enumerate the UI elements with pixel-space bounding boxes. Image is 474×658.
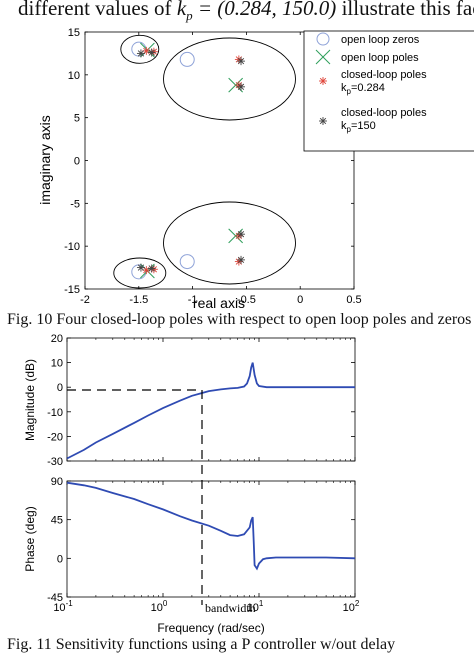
mag-y-tick-label: -30: [47, 456, 63, 468]
legend-star-dark: [319, 117, 327, 125]
intro-text: different values of kp = (0.284, 150.0) …: [18, 0, 474, 24]
phase-y-tick-label: 90: [51, 476, 63, 488]
phase-y-tick-label: 45: [51, 515, 63, 527]
x-tick-label: 0: [297, 294, 303, 306]
x-axis-label: real axis: [193, 295, 245, 311]
phase-y-tick-label: -45: [47, 592, 63, 604]
closed-loop-pole-marker: [237, 57, 246, 66]
closed-loop-pole-marker: [147, 264, 156, 273]
legend-zero-marker: [316, 32, 330, 46]
cluster-ellipse-top-right: [163, 37, 296, 121]
x-tick-label: -1: [188, 294, 198, 306]
legend: open loop zeros open loop poles closed-l…: [303, 30, 474, 152]
closed-loop-pole-marker: [237, 255, 246, 264]
y-tick-label: 10: [68, 70, 80, 82]
phase-y-tick-label: 0: [57, 553, 63, 565]
cluster-ellipse-bottom-right: [163, 201, 296, 285]
x-tick-label: 100: [151, 599, 168, 614]
mag-y-tick-label: -10: [47, 407, 63, 419]
mag-y-tick-label: 0: [57, 382, 63, 394]
legend-cl-150-marker: [319, 117, 327, 125]
closed-loop-pole-marker: [147, 48, 156, 57]
y-tick-label: 15: [68, 27, 80, 39]
legend-poles-label: open loop poles: [341, 52, 419, 64]
open-loop-zero-marker: [179, 254, 195, 270]
phase-curve: [66, 481, 356, 571]
legend-pole-marker: [315, 49, 331, 65]
y-tick-label: -5: [70, 198, 80, 210]
x-tick-label: 102: [343, 599, 360, 614]
x-tick-label: 10-1: [53, 599, 73, 614]
bandwidth-label: bandwidth: [205, 601, 256, 615]
closed-loop-pole-marker: [237, 82, 246, 91]
closed-loop-pole-marker: [237, 230, 246, 239]
magnitude-curve: [66, 362, 355, 460]
closed-loop-pole-marker: [136, 49, 145, 58]
x-tick-label: 101: [247, 599, 264, 614]
open-loop-zero-marker: [179, 51, 195, 67]
frequency-axis-label: Frequency (rad/sec): [157, 621, 264, 635]
phase-frame: [66, 480, 356, 598]
y-tick-label: 5: [74, 113, 80, 125]
legend-cl2-line1: closed-loop poles: [341, 107, 427, 119]
pole-zero-map: -2 -1.5 -1 -0.5 0 0.5 -15 -10 -5 0 5 10 15 real axis…: [37, 27, 474, 311]
legend-zeros-label: open loop zeros: [341, 34, 420, 46]
mag-y-tick-label: 20: [51, 333, 63, 345]
closed-loop-pole-marker: [136, 263, 145, 272]
y-tick-label: 0: [74, 156, 80, 168]
legend-star-red: [319, 77, 327, 85]
x-tick-label: -2: [80, 294, 90, 306]
y-axis-label: imaginary axis: [37, 115, 53, 204]
magnitude-axis-label: Magnitude (dB): [23, 359, 37, 441]
legend-cl-0284-marker: [319, 77, 327, 85]
fig10-caption: Fig. 10 Four closed-loop poles with resp…: [7, 311, 472, 328]
legend-cl2-line2: kp=150: [341, 120, 376, 134]
cluster-ellipse-bottom-left: [113, 257, 167, 289]
x-tick-label: -0.5: [237, 294, 256, 306]
legend-cl1-line1: closed-loop poles: [341, 69, 427, 81]
cluster-ellipse-top-left: [120, 34, 160, 64]
y-tick-label: -10: [64, 241, 80, 253]
phase-axis-label: Phase (deg): [23, 506, 37, 571]
fig11-caption: Fig. 11 Sensitivity functions using a P …: [7, 636, 396, 653]
mag-y-tick-label: 10: [51, 358, 63, 370]
y-tick-label: -15: [64, 284, 80, 296]
magnitude-frame: [66, 337, 356, 462]
x-tick-label: -1.5: [129, 294, 148, 306]
legend-box: [303, 30, 474, 152]
x-tick-label: 0.5: [346, 294, 361, 306]
legend-cl1-line2: kp=0.284: [341, 82, 385, 96]
mag-y-tick-label: -20: [47, 431, 63, 443]
